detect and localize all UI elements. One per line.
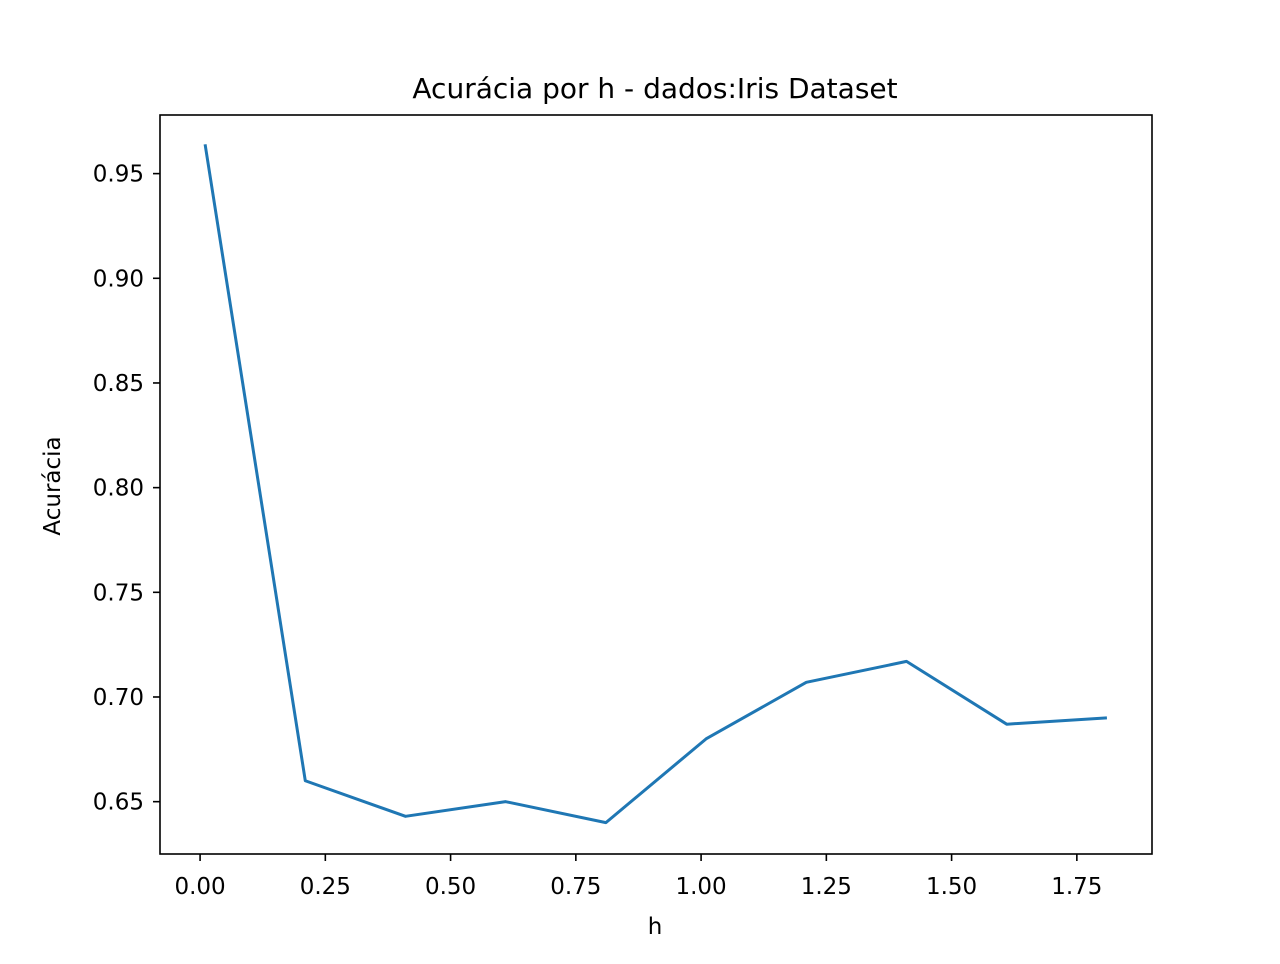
x-tick-label: 1.75 [1051, 874, 1102, 900]
x-tick-label: 1.00 [675, 874, 726, 900]
y-tick-label: 0.95 [93, 162, 144, 188]
x-tick-label: 0.75 [550, 874, 601, 900]
plot-area [160, 115, 1152, 854]
series-line [203, 144, 1108, 825]
plot-frame [159, 114, 1153, 855]
x-tick-label: 1.25 [801, 874, 852, 900]
x-tick-label: 0.00 [174, 874, 225, 900]
y-tick-label: 0.65 [93, 790, 144, 816]
x-axis-label: h [648, 914, 663, 940]
x-tick-label: 0.50 [425, 874, 476, 900]
y-tick-label: 0.70 [93, 685, 144, 711]
x-tick-label: 1.50 [926, 874, 977, 900]
y-axis: 0.65 0.70 0.75 0.80 0.85 0.90 0.95 [93, 162, 160, 816]
y-tick-label: 0.90 [93, 266, 144, 292]
y-tick-label: 0.80 [93, 476, 144, 502]
chart-title: Acurácia por h - dados:Iris Dataset [412, 72, 897, 105]
y-axis-label: Acurácia [40, 436, 66, 535]
y-tick-label: 0.85 [93, 371, 144, 397]
x-axis: 0.00 0.25 0.50 0.75 1.00 1.25 1.50 1.75 [174, 854, 1102, 900]
x-tick-label: 0.25 [300, 874, 351, 900]
y-tick-label: 0.75 [93, 580, 144, 606]
series-layer [203, 144, 1108, 825]
